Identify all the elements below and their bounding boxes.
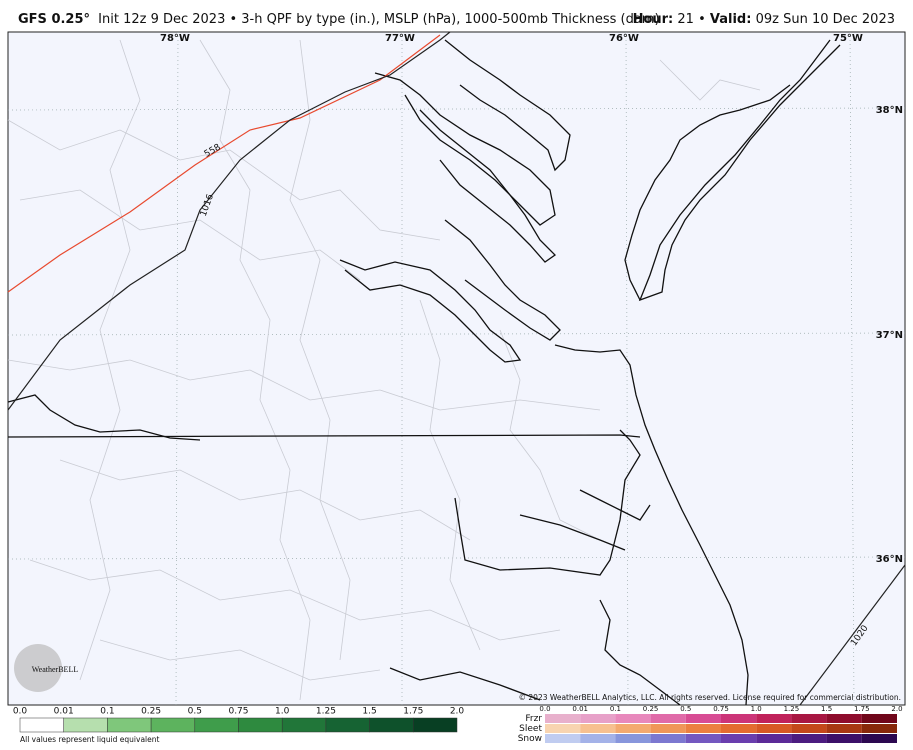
legend-swatch bbox=[615, 734, 651, 743]
legend-swatch bbox=[861, 714, 897, 723]
legend-swatch bbox=[861, 734, 897, 743]
model-name: GFS 0.25° bbox=[18, 12, 90, 27]
legend-tick-label: 1.25 bbox=[784, 705, 800, 713]
latitude-label: 37°N bbox=[876, 330, 903, 341]
legend-swatch bbox=[580, 734, 616, 743]
latitude-label: 36°N bbox=[876, 554, 903, 565]
logo-text: WeatherBELL bbox=[32, 665, 79, 674]
legend-tick-label: 1.5 bbox=[362, 707, 376, 717]
legend-swatch bbox=[615, 714, 651, 723]
separator: • bbox=[698, 12, 706, 27]
legend-tick-label: 1.0 bbox=[275, 707, 290, 717]
legend-swatch bbox=[791, 724, 827, 733]
legend-tick-label: 2.0 bbox=[450, 707, 465, 717]
rain-legend: All values represent liquid equivalent 0… bbox=[13, 707, 465, 745]
legend-swatch bbox=[545, 734, 581, 743]
valid-time: 09z Sun 10 Dec 2023 bbox=[756, 12, 895, 27]
header-left: GFS 0.25° Init 12z 9 Dec 2023 • 3-h QPF … bbox=[18, 12, 660, 27]
legend-swatch bbox=[650, 714, 686, 723]
legend-swatch bbox=[826, 714, 862, 723]
legend-tick-label: 1.75 bbox=[854, 705, 870, 713]
legend-swatch bbox=[791, 734, 827, 743]
legend-tick-label: 0.0 bbox=[539, 705, 550, 713]
legend-swatch bbox=[615, 724, 651, 733]
legend-swatch bbox=[150, 717, 196, 733]
legend-swatch bbox=[756, 714, 792, 723]
legend-swatch bbox=[756, 734, 792, 743]
legend-swatch bbox=[19, 717, 64, 733]
legend-swatch bbox=[580, 724, 616, 733]
legend-tick-label: 0.01 bbox=[572, 705, 588, 713]
graticule bbox=[7, 31, 906, 706]
legend-tick-label: 1.25 bbox=[316, 707, 336, 717]
legend-swatch bbox=[545, 724, 581, 733]
legend-swatch bbox=[325, 717, 370, 733]
legend-note: All values represent liquid equivalent bbox=[20, 735, 159, 744]
copyright: © 2023 WeatherBELL Analytics, LLC. All r… bbox=[519, 693, 901, 702]
legend-swatch bbox=[756, 724, 792, 733]
legend-tick-label: 2.0 bbox=[891, 705, 902, 713]
legend-swatch bbox=[369, 717, 414, 733]
legend-swatch bbox=[826, 734, 862, 743]
hour-label: Hour: bbox=[633, 12, 674, 27]
longitude-label: 76°W bbox=[609, 33, 639, 44]
ptype-label: Sleet bbox=[519, 724, 542, 734]
legend-swatch bbox=[861, 724, 897, 733]
legend-tick-label: 0.1 bbox=[100, 707, 114, 717]
legend-swatch bbox=[721, 734, 757, 743]
legend-tick-label: 1.0 bbox=[751, 705, 762, 713]
coastlines bbox=[7, 39, 841, 706]
legend-swatch bbox=[721, 714, 757, 723]
legend-swatch bbox=[545, 714, 581, 723]
legend-tick-label: 1.75 bbox=[403, 707, 423, 717]
legend-swatch bbox=[194, 717, 239, 733]
county-lines bbox=[7, 39, 761, 701]
legend-tick-label: 0.75 bbox=[713, 705, 729, 713]
legend-swatch bbox=[413, 717, 458, 733]
map-frame bbox=[7, 31, 906, 706]
longitude-label: 77°W bbox=[385, 33, 415, 44]
valid-label: Valid: bbox=[710, 12, 752, 27]
description: Init 12z 9 Dec 2023 • 3-h QPF by type (i… bbox=[98, 12, 659, 27]
legend-swatch bbox=[791, 714, 827, 723]
longitude-label: 75°W bbox=[833, 33, 863, 44]
hour: 21 bbox=[677, 12, 694, 27]
legend-swatch bbox=[826, 724, 862, 733]
legend-tick-label: 0.25 bbox=[141, 707, 161, 717]
legend-tick-label: 0.75 bbox=[228, 707, 248, 717]
legend-tick-label: 0.01 bbox=[54, 707, 74, 717]
legend-swatch bbox=[685, 734, 721, 743]
legend-swatch bbox=[238, 717, 283, 733]
legend-swatch bbox=[580, 714, 616, 723]
legend-tick-label: 0.1 bbox=[610, 705, 621, 713]
legend-swatch bbox=[685, 724, 721, 733]
legend-swatch bbox=[650, 724, 686, 733]
header-right: Hour: 21 • Valid: 09z Sun 10 Dec 2023 bbox=[633, 12, 895, 27]
legend-swatch bbox=[650, 734, 686, 743]
ptype-label: Frzr bbox=[525, 714, 542, 724]
legend-swatch bbox=[721, 724, 757, 733]
logo: WeatherBELL bbox=[14, 644, 78, 692]
legend-tick-label: 0.25 bbox=[643, 705, 659, 713]
legend-tick-label: 0.0 bbox=[13, 707, 28, 717]
legend-swatch bbox=[107, 717, 152, 733]
legend-swatch bbox=[281, 717, 327, 733]
latitude-label: 38°N bbox=[876, 105, 903, 116]
coordinate-labels: 78°W 77°W 76°W 75°W 38°N 37°N 36°N bbox=[160, 33, 903, 565]
map: 558 1016 1020 78°W 77°W 76°W 75°W 38°N 3… bbox=[7, 31, 906, 706]
legend-swatch bbox=[63, 717, 108, 733]
longitude-label: 78°W bbox=[160, 33, 190, 44]
legend-swatch bbox=[685, 714, 721, 723]
legend-tick-label: 1.5 bbox=[821, 705, 832, 713]
legend-tick-label: 0.5 bbox=[680, 705, 691, 713]
ptype-label: Snow bbox=[518, 734, 542, 744]
legend-tick-label: 0.5 bbox=[188, 707, 202, 717]
